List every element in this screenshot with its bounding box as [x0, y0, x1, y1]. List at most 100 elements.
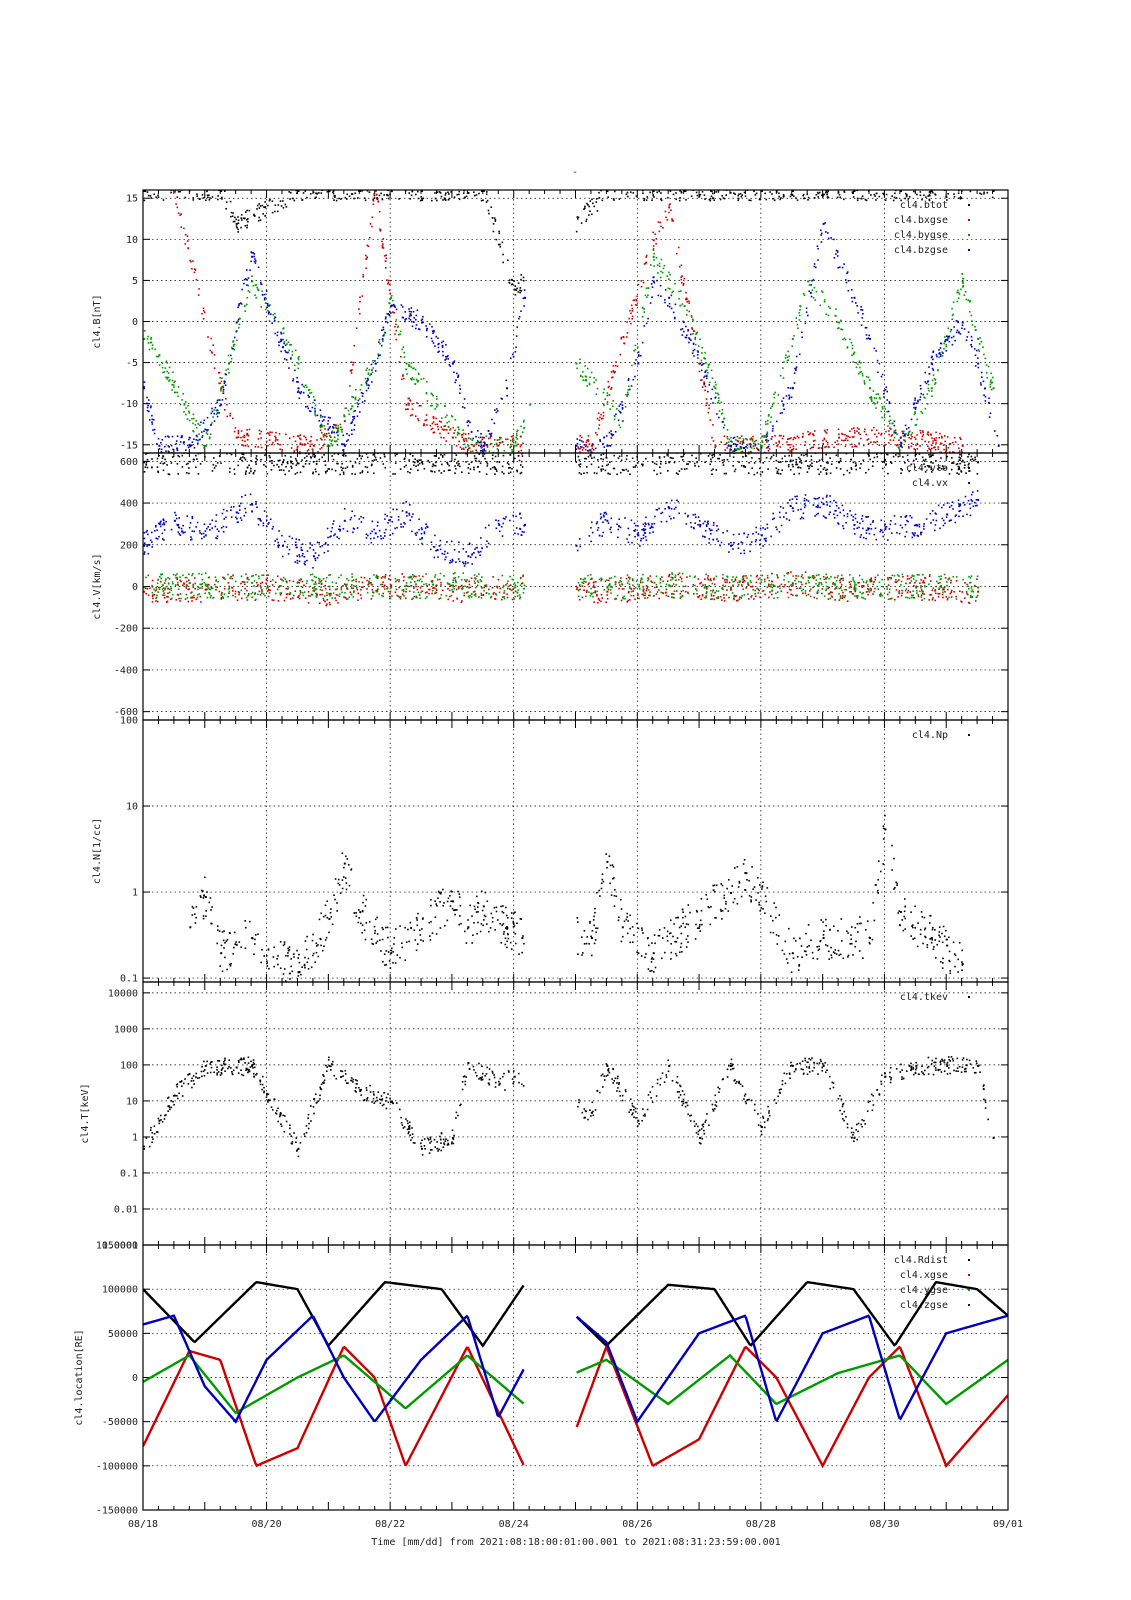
- data-point: [377, 355, 380, 357]
- data-point: [718, 410, 721, 412]
- data-point: [410, 307, 413, 309]
- data-point: [825, 231, 827, 233]
- data-point: [264, 449, 267, 451]
- data-point: [473, 466, 475, 469]
- data-point: [374, 180, 376, 182]
- data-point: [164, 435, 167, 438]
- data-point: [678, 512, 680, 515]
- data-point: [253, 255, 255, 258]
- data-point: [931, 471, 933, 473]
- data-point: [250, 470, 252, 472]
- data-point: [494, 220, 497, 222]
- data-point: [640, 285, 643, 288]
- data-point: [675, 472, 678, 474]
- data-point: [506, 438, 509, 441]
- data-point: [962, 286, 964, 288]
- data-point: [650, 264, 652, 266]
- data-point: [864, 428, 866, 431]
- data-point: [665, 216, 667, 219]
- data-point: [586, 466, 588, 468]
- data-point: [843, 198, 845, 201]
- data-point: [619, 353, 622, 356]
- data-point: [883, 405, 886, 408]
- data-point: [656, 191, 658, 194]
- data-point: [144, 450, 146, 452]
- data-point: [402, 184, 404, 186]
- data-point: [229, 200, 232, 203]
- data-point: [431, 470, 433, 473]
- data-point: [681, 303, 684, 305]
- data-point: [958, 450, 961, 452]
- data-point: [486, 465, 489, 467]
- data-point: [467, 447, 470, 450]
- data-point: [443, 181, 445, 183]
- data-point: [335, 431, 338, 434]
- data-point: [353, 417, 355, 420]
- data-point: [253, 213, 255, 216]
- data-point: [365, 382, 368, 384]
- data-point: [520, 444, 522, 446]
- data-point: [496, 439, 499, 441]
- data-point: [515, 289, 518, 291]
- data-point: [388, 302, 390, 304]
- data-point: [299, 392, 302, 395]
- y-tick-label: 200: [120, 540, 138, 551]
- data-point: [709, 197, 712, 200]
- data-point: [390, 516, 393, 518]
- data-point: [655, 237, 658, 240]
- data-point: [693, 355, 695, 357]
- data-point: [663, 264, 666, 267]
- data-point: [264, 297, 266, 300]
- data-point: [610, 387, 613, 389]
- data-point: [986, 191, 989, 194]
- data-point: [945, 196, 948, 198]
- data-point: [446, 461, 448, 464]
- data-point: [198, 288, 200, 290]
- data-point: [678, 297, 680, 300]
- data-point: [645, 516, 647, 519]
- data-point: [276, 334, 279, 337]
- data-point: [804, 322, 807, 325]
- data-point: [431, 326, 433, 328]
- data-point: [590, 444, 593, 447]
- data-point: [823, 193, 826, 196]
- data-point: [919, 384, 922, 387]
- data-point: [410, 311, 413, 313]
- data-point: [176, 196, 179, 198]
- data-point: [765, 433, 768, 436]
- data-point: [623, 342, 626, 345]
- data-point: [256, 204, 259, 207]
- data-point: [652, 280, 655, 283]
- data-point: [145, 463, 148, 465]
- data-point: [515, 436, 517, 439]
- data-point: [182, 442, 185, 444]
- data-point: [509, 471, 512, 473]
- data-point: [254, 215, 256, 217]
- data-point: [914, 397, 916, 399]
- data-point: [438, 350, 440, 353]
- data-point: [152, 418, 155, 421]
- data-point: [318, 192, 320, 194]
- data-point: [166, 464, 168, 466]
- data-point: [592, 449, 595, 451]
- data-point: [686, 301, 688, 303]
- data-point: [604, 185, 606, 187]
- data-point: [840, 181, 842, 183]
- data-point: [793, 372, 796, 374]
- data-point: [851, 300, 854, 303]
- data-point: [838, 321, 841, 324]
- data-point: [801, 336, 803, 339]
- data-point: [754, 540, 757, 543]
- data-point: [314, 552, 317, 554]
- data-point: [185, 449, 187, 451]
- data-point: [513, 280, 515, 282]
- data-point: [463, 443, 466, 446]
- data-point: [706, 369, 708, 371]
- data-point: [515, 515, 517, 518]
- data-point: [178, 181, 180, 183]
- data-point: [308, 410, 311, 412]
- data-point: [443, 187, 445, 189]
- data-point: [786, 441, 788, 443]
- data-point: [932, 442, 934, 444]
- data-point: [636, 304, 638, 306]
